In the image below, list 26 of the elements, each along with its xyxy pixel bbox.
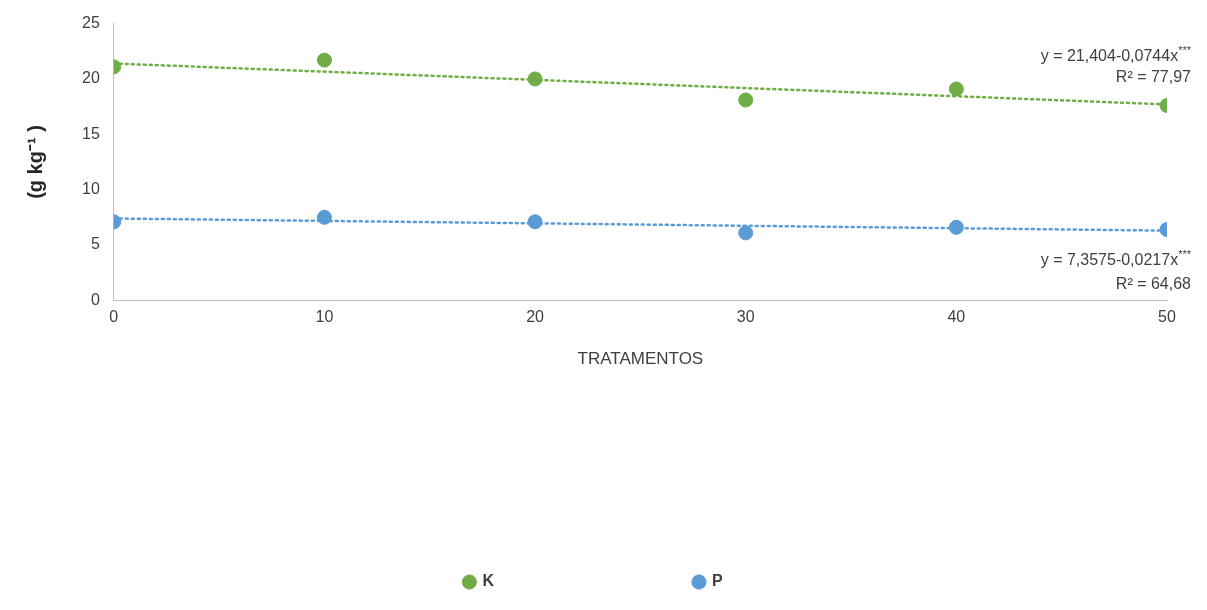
point bbox=[527, 214, 543, 230]
point bbox=[738, 225, 754, 241]
y-tick-label: 0 bbox=[90, 290, 100, 308]
legend-label: P bbox=[711, 572, 723, 590]
y-tick-label: 25 bbox=[82, 14, 100, 32]
x-axis-title: TRATAMENTOS bbox=[577, 349, 704, 369]
x-tick-label: 30 bbox=[736, 308, 755, 326]
point bbox=[527, 71, 543, 87]
x-tick-label: 50 bbox=[1158, 308, 1176, 326]
x-tick-label: 0 bbox=[109, 308, 119, 326]
y-tick-label: 20 bbox=[82, 69, 100, 87]
annotation: R² = 77,97 bbox=[1115, 67, 1192, 85]
y-axis-title: (g kg⁻¹ ) bbox=[23, 125, 46, 199]
x-tick-label: 10 bbox=[315, 308, 334, 326]
y-tick-label: 5 bbox=[90, 235, 100, 253]
y-tick-label: 15 bbox=[82, 124, 100, 142]
annotation: y = 7,3575-0,0217x*** bbox=[1040, 248, 1192, 269]
annotation: y = 21,404-0,0744x*** bbox=[1040, 43, 1192, 64]
y-tick-label: 10 bbox=[82, 180, 100, 198]
annotation: R² = 64,68 bbox=[1115, 275, 1192, 293]
point bbox=[948, 219, 964, 235]
legend-label: K bbox=[482, 572, 495, 590]
x-tick-label: 40 bbox=[947, 308, 966, 326]
point bbox=[738, 92, 754, 108]
point bbox=[948, 81, 964, 97]
x-tick-label: 20 bbox=[526, 308, 545, 326]
